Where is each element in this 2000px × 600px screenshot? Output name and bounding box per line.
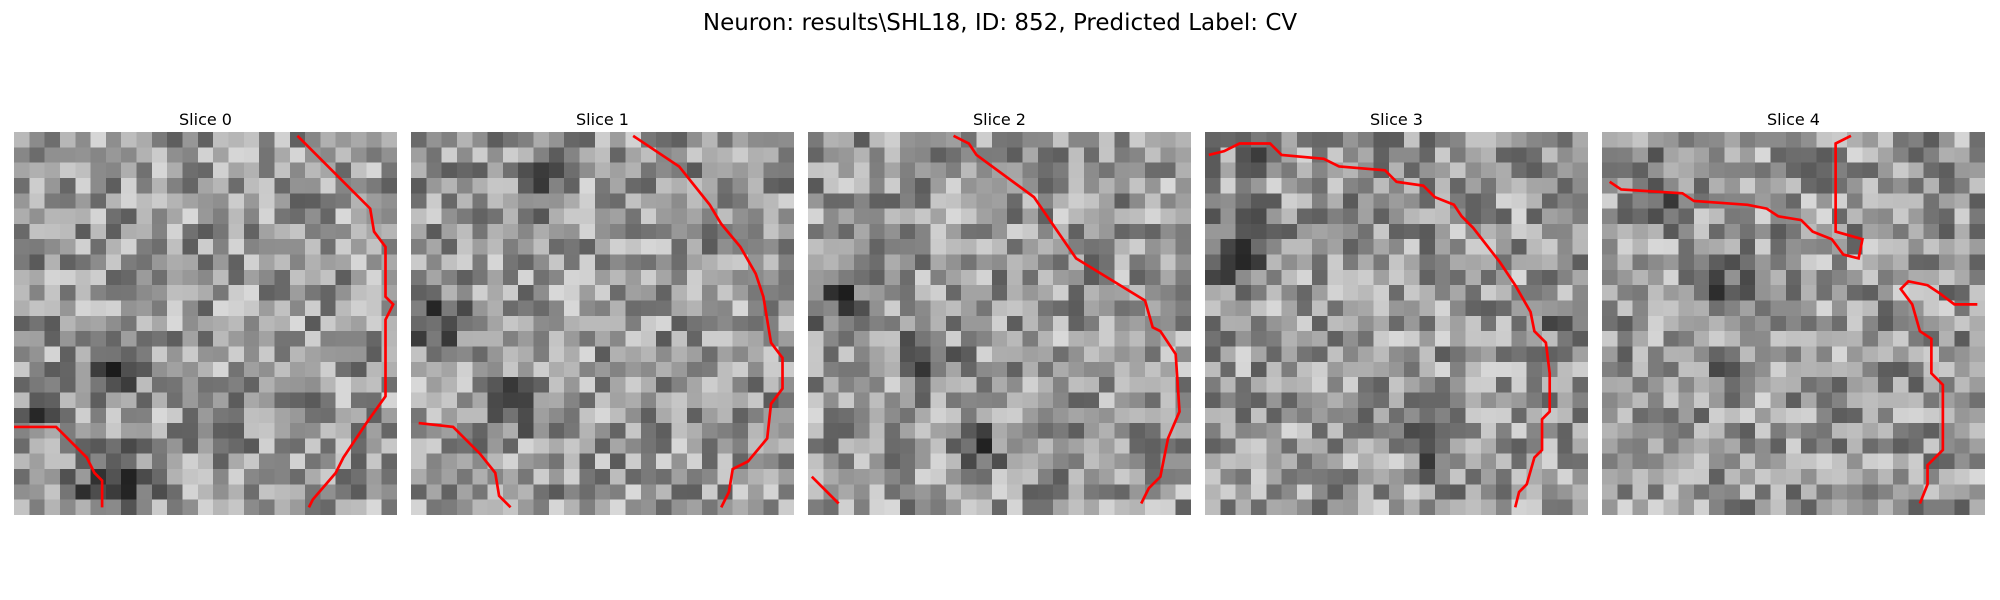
slice-panel-3: Slice 3 bbox=[1205, 108, 1588, 515]
slice-image-0 bbox=[14, 132, 397, 515]
contour-line-0 bbox=[952, 134, 1181, 505]
pixel-grid bbox=[1602, 132, 1985, 515]
slice-title-4: Slice 4 bbox=[1767, 110, 1820, 129]
contour-line-1 bbox=[418, 421, 512, 509]
contour-line-0 bbox=[1608, 134, 1864, 261]
slice-title-1: Slice 1 bbox=[576, 110, 629, 129]
slice-title-2: Slice 2 bbox=[973, 110, 1026, 129]
pixel-grid bbox=[14, 132, 397, 515]
contour-line-1 bbox=[14, 425, 104, 508]
slice-image-3 bbox=[1205, 132, 1588, 515]
slice-image-4 bbox=[1602, 132, 1985, 515]
slice-panel-0: Slice 0 bbox=[14, 108, 397, 515]
slice-panel-4: Slice 4 bbox=[1602, 108, 1985, 515]
slice-title-0: Slice 0 bbox=[179, 110, 232, 129]
slice-panel-1: Slice 1 bbox=[411, 108, 794, 515]
slice-title-3: Slice 3 bbox=[1370, 110, 1423, 129]
contour-line-1 bbox=[1898, 279, 1978, 505]
contour-line-0 bbox=[296, 134, 395, 508]
slice-panel-2: Slice 2 bbox=[808, 108, 1191, 515]
contour-line-0 bbox=[632, 134, 784, 508]
pixel-grid bbox=[808, 132, 1191, 515]
pixel-grid bbox=[411, 132, 794, 515]
contour-line-1 bbox=[810, 475, 840, 505]
pixel-grid bbox=[1205, 132, 1588, 515]
contour-line-0 bbox=[1208, 142, 1552, 508]
slice-image-1 bbox=[411, 132, 794, 515]
figure-title: Neuron: results\SHL18, ID: 852, Predicte… bbox=[702, 10, 1298, 36]
slice-image-2 bbox=[808, 132, 1191, 515]
